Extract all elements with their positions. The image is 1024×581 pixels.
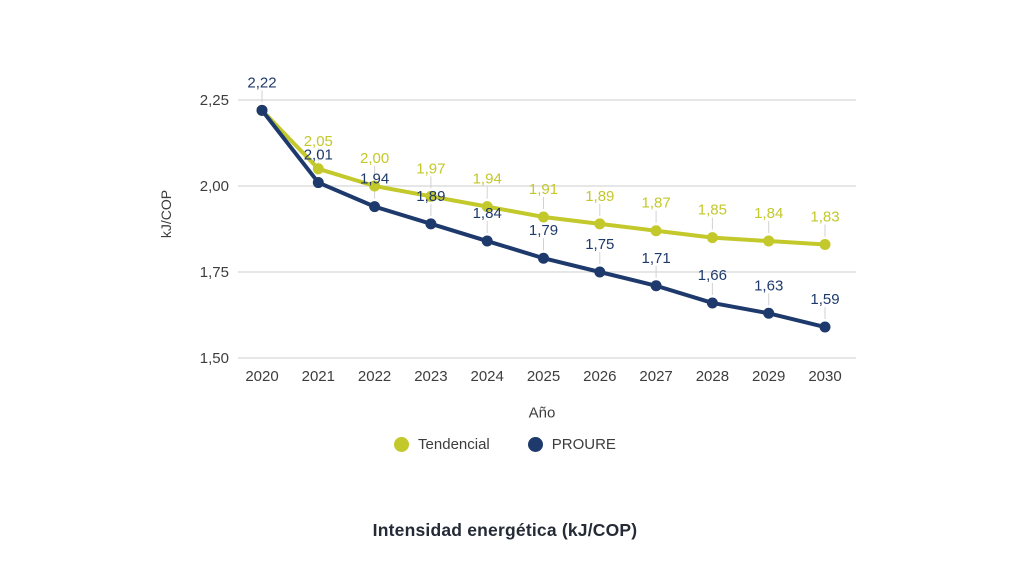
- data-point-proure-2025: [538, 252, 549, 264]
- tick-or-data-label: 2030: [808, 368, 841, 385]
- legend-marker-proure-icon: [527, 437, 543, 452]
- tick-or-data-label: 1,87: [641, 195, 670, 212]
- tick-or-data-label: 2,25: [200, 92, 229, 109]
- tick-or-data-label: 1,79: [529, 222, 558, 239]
- data-point-proure-2028: [706, 297, 718, 309]
- tick-or-data-label: 1,50: [200, 350, 229, 367]
- data-point-tendencial-2030: [819, 238, 831, 250]
- tick-or-data-label: 1,89: [585, 188, 614, 205]
- tick-or-data-label: 1,94: [473, 171, 502, 188]
- data-point-tendencial-2023: [425, 190, 437, 202]
- tick-or-data-label: 1,84: [754, 205, 783, 222]
- tick-or-data-label: 2028: [696, 368, 729, 385]
- legend: Tendencial PROURE: [0, 436, 1010, 453]
- data-point-tendencial-2024: [481, 201, 493, 213]
- tick-or-data-label: 2023: [414, 368, 447, 385]
- y-axis-title: kJ/COP: [158, 189, 174, 239]
- tick-or-data-label: 1,94: [360, 171, 389, 188]
- tick-or-data-label: 1,75: [585, 236, 614, 253]
- data-point-tendencial-2028: [706, 232, 718, 244]
- data-point-proure-2024: [481, 235, 493, 247]
- tick-or-data-label: 2,00: [200, 178, 229, 195]
- chart-title: Intensidad energética (kJ/COP): [372, 520, 638, 540]
- data-point-tendencial-2027: [650, 225, 662, 237]
- legend-label-proure: PROURE: [551, 436, 616, 453]
- tick-or-data-label: 1,63: [754, 277, 783, 294]
- data-point-proure-2022: [369, 201, 381, 213]
- tick-or-data-label: 1,66: [698, 267, 727, 284]
- tick-or-data-label: 1,59: [810, 291, 839, 308]
- tick-or-data-label: 2022: [358, 368, 391, 385]
- x-axis-title: Año: [528, 404, 556, 422]
- data-point-proure-2026: [594, 266, 606, 278]
- tick-or-data-label: 2027: [639, 368, 672, 385]
- data-point-tendencial-2021: [312, 163, 324, 175]
- data-point-tendencial-2026: [594, 218, 606, 230]
- tick-or-data-label: 2,01: [304, 147, 333, 164]
- data-point-proure-2023: [425, 218, 437, 230]
- legend-item-proure: PROURE: [527, 436, 616, 453]
- tick-or-data-label: 1,84: [473, 205, 502, 222]
- tick-or-data-label: 1,91: [529, 181, 558, 198]
- data-point-tendencial-2029: [763, 235, 775, 247]
- tick-or-data-label: 2020: [245, 368, 278, 385]
- tick-or-data-label: 2026: [583, 368, 616, 385]
- data-point-proure-2029: [763, 307, 775, 319]
- tick-or-data-label: 1,89: [416, 188, 445, 205]
- data-point-proure-2030: [819, 321, 831, 333]
- data-point-proure-2027: [650, 280, 662, 292]
- tick-or-data-label: 2021: [302, 368, 335, 385]
- data-point-proure-2020: [256, 104, 268, 116]
- tick-or-data-label: 1,75: [200, 264, 229, 281]
- data-point-proure-2021: [312, 177, 324, 189]
- tick-or-data-label: 1,85: [698, 202, 727, 219]
- tick-or-data-label: 2,22: [247, 74, 276, 91]
- legend-item-tendencial: Tendencial: [394, 436, 490, 453]
- tick-or-data-label: 2029: [752, 368, 785, 385]
- legend-marker-tendencial-icon: [394, 437, 410, 452]
- tick-or-data-label: 2,05: [304, 133, 333, 150]
- tick-or-data-label: 1,97: [416, 160, 445, 177]
- legend-label-tendencial: Tendencial: [418, 436, 490, 453]
- tick-or-data-label: 2,00: [360, 150, 389, 167]
- data-point-tendencial-2025: [538, 211, 549, 223]
- tick-or-data-label: 1,71: [641, 250, 670, 267]
- data-point-tendencial-2022: [369, 180, 381, 192]
- tick-or-data-label: 1,83: [810, 208, 839, 225]
- tick-or-data-label: 2024: [471, 368, 504, 385]
- tick-or-data-label: 2025: [527, 368, 560, 385]
